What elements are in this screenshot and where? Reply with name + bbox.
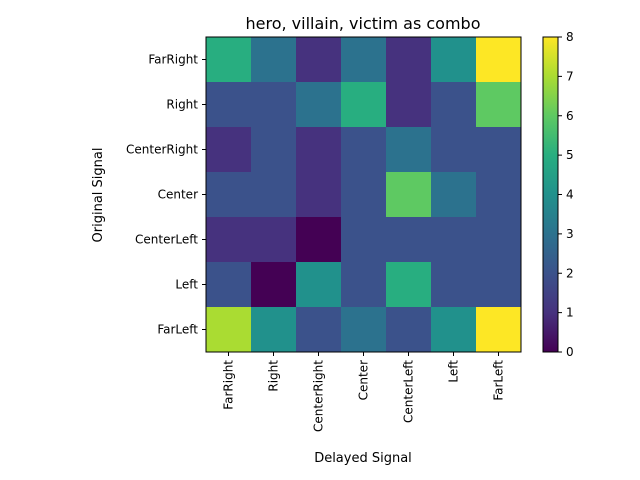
heatmap-cell xyxy=(476,262,522,308)
heatmap-cell xyxy=(431,127,477,173)
heatmap-cell xyxy=(251,82,297,128)
heatmap-cell xyxy=(341,262,387,308)
heatmap-cell xyxy=(386,82,432,128)
heatmap-cell xyxy=(296,217,342,263)
y-tick-label: CenterLeft xyxy=(135,233,198,247)
x-tick-label: Right xyxy=(267,360,281,392)
heatmap-cell xyxy=(431,262,477,308)
heatmap-cell xyxy=(386,307,432,353)
heatmap-cell xyxy=(251,172,297,218)
x-tick-label: Center xyxy=(357,360,371,400)
heatmap-cell xyxy=(476,37,522,83)
colorbar-tick-label: 0 xyxy=(566,345,574,359)
heatmap-cell xyxy=(341,37,387,83)
heatmap-cell xyxy=(341,82,387,128)
heatmap-cell xyxy=(341,307,387,353)
colorbar-tick-label: 4 xyxy=(566,188,574,202)
heatmap-cell xyxy=(251,127,297,173)
heatmap-cell xyxy=(251,217,297,263)
heatmap-cell xyxy=(341,217,387,263)
y-tick-label: FarRight xyxy=(148,53,198,67)
heatmap-cell xyxy=(431,172,477,218)
heatmap-cell xyxy=(386,37,432,83)
heatmap-cell xyxy=(296,262,342,308)
colorbar xyxy=(542,36,559,353)
colorbar-tick-label: 3 xyxy=(566,227,574,241)
heatmap-cell xyxy=(476,82,522,128)
heatmap-cell xyxy=(206,172,252,218)
colorbar-tick-label: 5 xyxy=(566,148,574,162)
heatmap-cell xyxy=(206,262,252,308)
heatmap-cell xyxy=(386,217,432,263)
colorbar-tick-label: 1 xyxy=(566,306,574,320)
heatmap-cell xyxy=(206,37,252,83)
heatmap-cell xyxy=(296,307,342,353)
x-axis-label: Delayed Signal xyxy=(314,451,412,466)
heatmap-cell xyxy=(206,307,252,353)
heatmap-cell xyxy=(206,217,252,263)
colorbar-tick-label: 6 xyxy=(566,109,574,123)
chart-title: hero, villain, victim as combo xyxy=(246,14,481,33)
x-tick-label: FarRight xyxy=(222,360,236,410)
heatmap-cell xyxy=(386,127,432,173)
y-tick-label: Left xyxy=(175,278,198,292)
colorbar-tick-label: 8 xyxy=(566,30,574,44)
colorbar-tick-label: 2 xyxy=(566,266,574,280)
y-axis-label: Original Signal xyxy=(91,148,106,243)
heatmap-cell xyxy=(296,127,342,173)
x-tick-label: Left xyxy=(447,360,461,383)
heatmap-cell xyxy=(386,172,432,218)
heatmap-cell xyxy=(476,217,522,263)
heatmap-cell xyxy=(476,172,522,218)
heatmap-cell xyxy=(431,82,477,128)
y-axis-ticks: FarRight Right CenterRight Center CenterLeft… xyxy=(126,53,206,337)
x-axis-ticks: FarRight Right CenterRight Center CenterLeft… xyxy=(222,352,506,432)
y-tick-label: FarLeft xyxy=(157,323,198,337)
heatmap-cell xyxy=(476,127,522,173)
heatmap-cells xyxy=(206,37,522,353)
heatmap-cell xyxy=(431,37,477,83)
colorbar-tick-label: 7 xyxy=(566,69,574,83)
x-tick-label: FarLeft xyxy=(492,360,506,401)
heatmap-cell xyxy=(341,172,387,218)
heatmap-cell xyxy=(341,127,387,173)
heatmap-cell xyxy=(206,127,252,173)
heatmap-cell xyxy=(251,37,297,83)
colorbar-ticks: 0 1 2 3 4 5 6 7 8 xyxy=(558,30,574,359)
x-tick-label: CenterLeft xyxy=(402,360,416,423)
heatmap-cell xyxy=(296,172,342,218)
x-tick-label: CenterRight xyxy=(312,360,326,432)
heatmap-cell xyxy=(431,217,477,263)
heatmap-cell xyxy=(251,262,297,308)
y-tick-label: Center xyxy=(158,188,198,202)
y-tick-label: Right xyxy=(166,98,198,112)
heatmap-cell xyxy=(431,307,477,353)
heatmap-cell xyxy=(296,37,342,83)
heatmap-cell xyxy=(476,307,522,353)
y-tick-label: CenterRight xyxy=(126,143,198,157)
heatmap-cell xyxy=(206,82,252,128)
heatmap-cell xyxy=(296,82,342,128)
heatmap-cell xyxy=(251,307,297,353)
heatmap-cell xyxy=(386,262,432,308)
